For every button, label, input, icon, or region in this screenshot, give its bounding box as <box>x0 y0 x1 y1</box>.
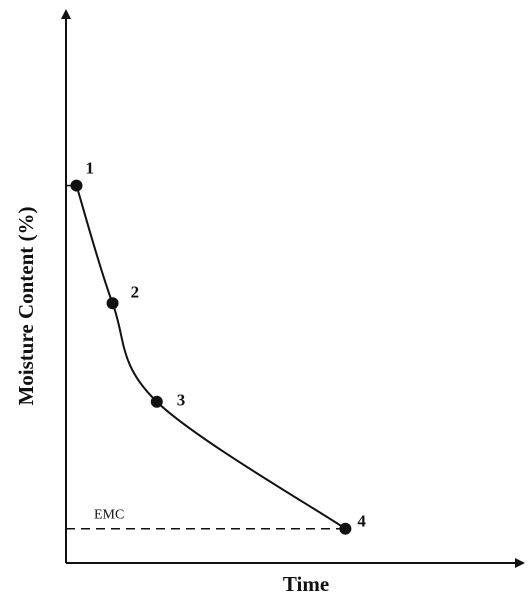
data-point-3 <box>150 395 163 408</box>
x-axis-title: Time <box>283 572 329 596</box>
data-point-2 <box>106 297 119 310</box>
data-point-label-1: 1 <box>85 159 94 178</box>
emc-label: EMC <box>94 508 124 523</box>
data-point-1 <box>70 179 83 192</box>
y-axis-title: Moisture Content (%) <box>14 206 38 405</box>
data-point-4 <box>339 522 352 535</box>
data-point-label-3: 3 <box>177 391 186 410</box>
drying-curve <box>75 185 346 530</box>
data-point-label-2: 2 <box>131 282 140 301</box>
data-points: 1 2 3 4 <box>70 159 366 535</box>
data-point-label-4: 4 <box>357 512 366 531</box>
